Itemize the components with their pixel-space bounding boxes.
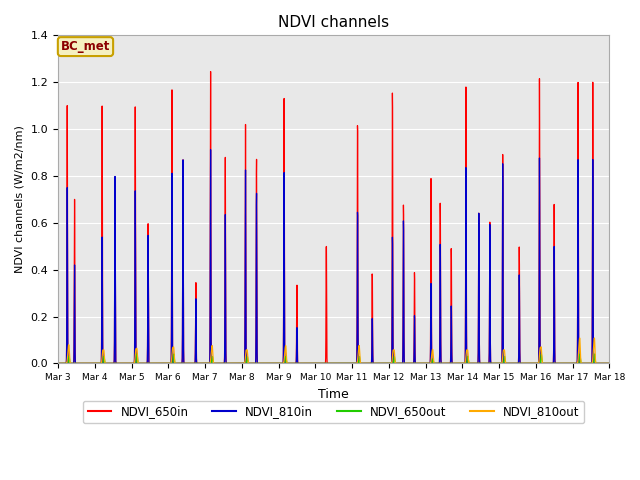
NDVI_810in <box>290 360 298 366</box>
NDVI_810out <box>576 335 584 341</box>
NDVI_810out <box>150 360 157 366</box>
NDVI_650in <box>150 360 157 366</box>
Text: BC_met: BC_met <box>61 40 110 53</box>
NDVI_810out <box>117 360 125 366</box>
NDVI_650in <box>54 360 62 366</box>
Y-axis label: NDVI channels (W/m2/nm): NDVI channels (W/m2/nm) <box>15 125 25 273</box>
NDVI_810in <box>605 360 613 366</box>
NDVI_650in <box>290 360 298 366</box>
Legend: NDVI_650in, NDVI_810in, NDVI_650out, NDVI_810out: NDVI_650in, NDVI_810in, NDVI_650out, NDV… <box>83 401 584 423</box>
NDVI_810in <box>150 360 157 366</box>
NDVI_810out <box>266 360 273 366</box>
NDVI_810in <box>595 360 603 366</box>
NDVI_650in <box>266 360 274 366</box>
NDVI_650in <box>207 69 214 74</box>
NDVI_650out <box>605 360 613 366</box>
NDVI_650out <box>117 360 125 366</box>
NDVI_810in <box>207 147 214 153</box>
NDVI_650in <box>117 360 125 366</box>
NDVI_650out <box>595 360 603 366</box>
NDVI_810out <box>605 360 613 366</box>
NDVI_650out <box>290 360 298 366</box>
X-axis label: Time: Time <box>318 388 349 401</box>
NDVI_810in <box>81 360 88 366</box>
NDVI_650out <box>150 360 157 366</box>
NDVI_810in <box>266 360 274 366</box>
NDVI_650in <box>605 360 613 366</box>
NDVI_810in <box>536 155 543 161</box>
NDVI_810out <box>307 360 315 366</box>
NDVI_810in <box>54 360 62 366</box>
NDVI_810out <box>595 360 603 366</box>
NDVI_650out <box>536 360 543 366</box>
NDVI_650out <box>266 360 273 366</box>
NDVI_650in <box>595 360 603 366</box>
NDVI_650out <box>54 360 62 366</box>
NDVI_810in <box>117 360 125 366</box>
Line: NDVI_810out: NDVI_810out <box>58 338 609 363</box>
NDVI_810out <box>536 355 543 361</box>
Title: NDVI channels: NDVI channels <box>278 15 389 30</box>
Line: NDVI_650in: NDVI_650in <box>58 72 609 363</box>
NDVI_810out <box>54 360 62 366</box>
Line: NDVI_650out: NDVI_650out <box>58 354 609 363</box>
NDVI_650in <box>81 360 88 366</box>
NDVI_650out <box>83 360 90 366</box>
NDVI_650in <box>536 76 543 82</box>
NDVI_810out <box>289 360 297 366</box>
NDVI_650out <box>591 351 598 357</box>
Line: NDVI_810in: NDVI_810in <box>58 150 609 363</box>
